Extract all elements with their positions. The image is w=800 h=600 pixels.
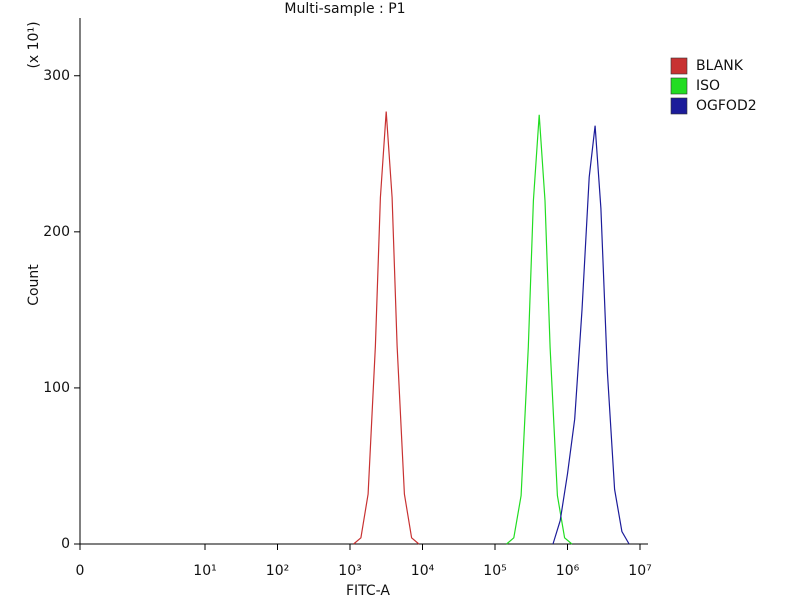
chart-title: Multi-sample : P1 xyxy=(284,1,405,17)
x-tick-label: 10¹ xyxy=(193,563,216,579)
legend-label: OGFOD2 xyxy=(696,98,757,114)
y-tick-label: 300 xyxy=(43,68,70,84)
y-tick-label: 100 xyxy=(43,380,70,396)
y-tick-label: 0 xyxy=(61,536,70,552)
x-tick-label: 10⁵ xyxy=(483,563,506,579)
x-tick-label: 10⁴ xyxy=(411,563,435,579)
legend-swatch xyxy=(670,57,688,75)
y-tick-label: 200 xyxy=(43,224,70,240)
x-tick-label: 10⁷ xyxy=(628,563,651,579)
y-axis-label: Count xyxy=(26,264,42,306)
x-tick-label: 10⁶ xyxy=(556,563,580,579)
histogram-line xyxy=(552,125,630,545)
legend-swatch xyxy=(670,97,688,115)
legend-label: ISO xyxy=(696,78,720,94)
x-axis-label: FITC-A xyxy=(346,583,390,599)
x-tick-label: 10² xyxy=(266,563,289,579)
histogram-line xyxy=(506,114,573,545)
x-tick-label: 10³ xyxy=(338,563,361,579)
histogram-line xyxy=(353,111,420,545)
y-unit-label: (x 10¹) xyxy=(26,21,42,68)
legend-label: BLANK xyxy=(696,58,744,74)
legend-swatch xyxy=(670,77,688,95)
x-tick-label: 0 xyxy=(76,563,85,579)
